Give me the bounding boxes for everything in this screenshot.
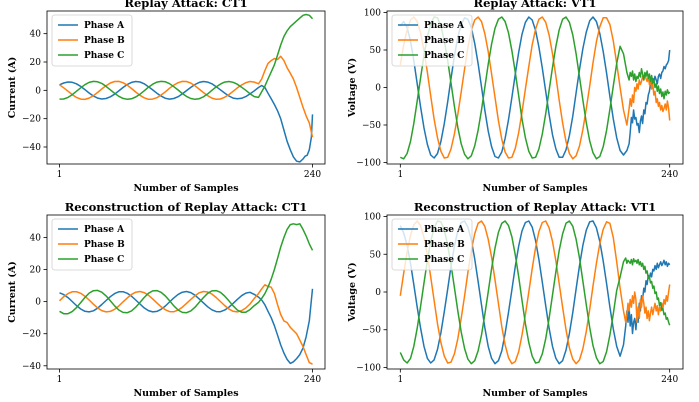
legend-label: Phase C (84, 51, 124, 61)
legend-box (391, 218, 473, 271)
series-line-phase-c (399, 16, 671, 160)
y-tick-label: 40 (30, 30, 42, 40)
x-tick-label: 1 (397, 170, 403, 180)
y-tick-label: 20 (30, 266, 42, 276)
series-line-phase-a (59, 80, 314, 163)
x-tick-label: 1 (57, 375, 63, 385)
chart-title: Reconstruction of Replay Attack: VT1 (414, 200, 656, 214)
legend-label: Phase B (84, 240, 125, 250)
legend-box (391, 14, 473, 67)
legend-box (51, 14, 133, 67)
y-tick-label: 50 (370, 46, 382, 56)
legend: Phase A Phase B Phase C (51, 14, 133, 67)
chart-title: Replay Attack: VT1 (474, 0, 597, 10)
y-axis-label: Voltage (V) (347, 262, 358, 322)
y-axis-label: Current (A) (7, 261, 18, 323)
y-tick-label: −100 (356, 159, 381, 169)
x-tick-label: 240 (661, 375, 678, 385)
series-line-phase-a (59, 288, 314, 365)
x-axis-label: Number of Samples (482, 388, 587, 399)
x-axis-label: Number of Samples (133, 183, 238, 194)
chart-title: Reconstruction of Replay Attack: CT1 (65, 200, 308, 214)
legend-label: Phase B (424, 36, 465, 46)
legend-label: Phase A (84, 225, 125, 235)
chart-panel-4: Reconstruction of Replay Attack: VT1 −100… (347, 200, 684, 399)
y-axis-label: Voltage (V) (347, 58, 358, 118)
x-tick-label: 1 (397, 375, 403, 385)
legend-box (51, 218, 133, 271)
y-tick-label: 100 (364, 213, 381, 223)
legend-label: Phase A (84, 21, 125, 31)
y-tick-label: 0 (375, 288, 381, 298)
legend: Phase A Phase B Phase C (391, 14, 473, 67)
series-line-phase-c (399, 220, 671, 365)
y-tick-label: −50 (362, 121, 381, 131)
legend: Phase A Phase B Phase C (51, 218, 133, 271)
legend-label: Phase C (84, 255, 124, 265)
chart-title: Replay Attack: CT1 (124, 0, 247, 10)
y-tick-label: −40 (22, 143, 41, 153)
x-tick-label: 240 (661, 170, 678, 180)
x-axis-label: Number of Samples (482, 183, 587, 194)
y-tick-label: 50 (370, 250, 382, 260)
y-axis-label: Current (A) (7, 57, 18, 119)
chart-panel-2: Replay Attack: VT1 −100 −50 0 50 100 1 240 Numbe… (347, 0, 684, 194)
y-tick-label: −20 (22, 115, 41, 125)
x-axis-label: Number of Samples (133, 388, 238, 399)
y-tick-label: 0 (375, 84, 381, 94)
plot-frame (46, 10, 326, 165)
plot-frame (46, 214, 326, 370)
chart-panel-1: Replay Attack: CT1 −40 −20 0 20 40 1 240 Number … (7, 0, 326, 194)
y-tick-label: −20 (22, 330, 41, 340)
legend-label: Phase B (424, 240, 465, 250)
legend-label: Phase A (424, 21, 465, 31)
y-tick-label: −50 (362, 326, 381, 336)
y-tick-label: 0 (35, 86, 41, 96)
y-tick-label: −100 (356, 363, 381, 373)
legend: Phase A Phase B Phase C (391, 218, 473, 271)
series-line-phase-c (59, 13, 314, 101)
y-tick-label: 20 (30, 58, 42, 68)
legend-label: Phase B (84, 36, 125, 46)
legend-label: Phase C (424, 255, 464, 265)
series-line-phase-c (59, 223, 314, 315)
chart-panel-3: Reconstruction of Replay Attack: CT1 −40 −… (7, 200, 326, 399)
y-tick-label: 40 (30, 233, 42, 243)
legend-label: Phase A (424, 225, 465, 235)
y-tick-label: 100 (364, 9, 381, 19)
legend-label: Phase C (424, 51, 464, 61)
series-line-phase-b (59, 55, 314, 138)
x-tick-label: 240 (304, 375, 321, 385)
series-line-phase-b (58, 284, 313, 365)
y-tick-label: −40 (22, 362, 41, 372)
x-tick-label: 240 (304, 170, 321, 180)
y-tick-label: 0 (35, 298, 41, 308)
x-tick-label: 1 (57, 170, 63, 180)
